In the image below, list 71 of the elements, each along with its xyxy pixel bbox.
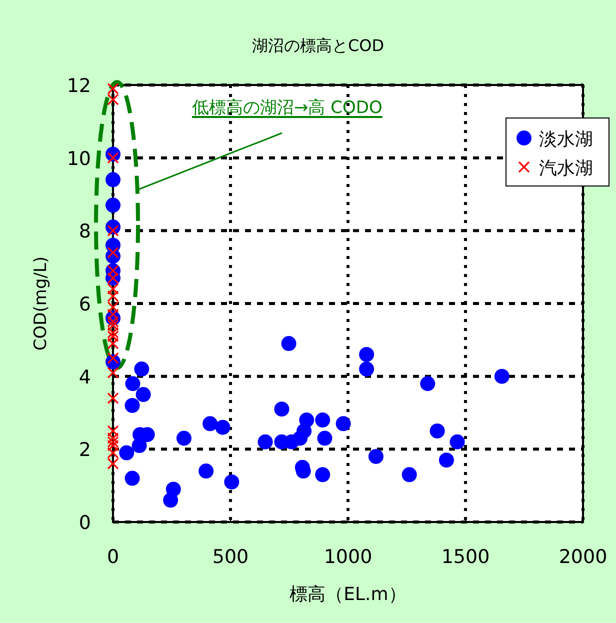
point [125,376,140,392]
annotation: 低標高の湖沼→高 CODO [192,98,382,118]
point [274,402,290,417]
point [450,434,465,450]
y-tick-label: 8 [78,220,91,243]
y-tick-label: 4 [78,366,91,388]
point [107,392,119,404]
x-tick-label: 2000 [558,546,608,568]
legend-label: 汽水湖 [539,158,593,179]
point [315,467,330,482]
point [163,492,178,508]
point [107,436,119,448]
y-tick-label: 0 [78,512,91,534]
point [281,336,296,352]
y-tick-label: 10 [66,148,91,170]
x-axis-title: 標高（EL.m） [290,584,406,605]
legend-label: 淡水湖 [539,129,593,150]
point [198,464,214,479]
point [315,412,330,428]
point [107,82,119,94]
point [368,448,384,464]
point [107,338,119,350]
point [106,198,120,213]
point [107,432,119,444]
point [107,316,119,328]
x-tick-label: 1500 [441,546,490,568]
point [359,346,374,362]
point [107,94,119,106]
point [107,301,119,313]
y-tick-label: 6 [78,294,91,316]
point [107,330,119,342]
x-tick-label: 0 [106,546,120,568]
point [494,368,510,384]
point [107,283,119,295]
chart-title: 湖沼の標高とCOD [252,36,384,55]
point [134,362,150,377]
point [258,434,273,450]
point [202,416,218,432]
y-axis-title: COD(mg/L) [31,256,51,351]
point [430,423,445,438]
point [107,224,119,236]
point [107,447,119,459]
point [107,366,119,378]
y-tick-label: 2 [78,439,91,462]
point [438,452,454,468]
point [107,326,119,338]
point [132,438,147,454]
x-tick-label: 500 [212,546,249,568]
x-tick-label: 1000 [324,546,372,568]
point [107,308,119,320]
point [107,440,119,452]
y-tick-label: 12 [66,75,91,97]
point [107,458,119,470]
point [420,376,436,392]
point [107,290,119,302]
point [336,416,351,432]
point [317,430,332,446]
point [215,420,230,435]
point [176,430,192,446]
point [106,172,120,188]
point [107,320,119,332]
point [107,425,119,437]
point [359,362,374,377]
point [136,387,151,402]
point [224,474,240,490]
point [107,246,119,258]
point [124,470,140,486]
point [119,445,134,460]
point [124,398,140,413]
point [402,467,417,482]
point [299,412,314,428]
